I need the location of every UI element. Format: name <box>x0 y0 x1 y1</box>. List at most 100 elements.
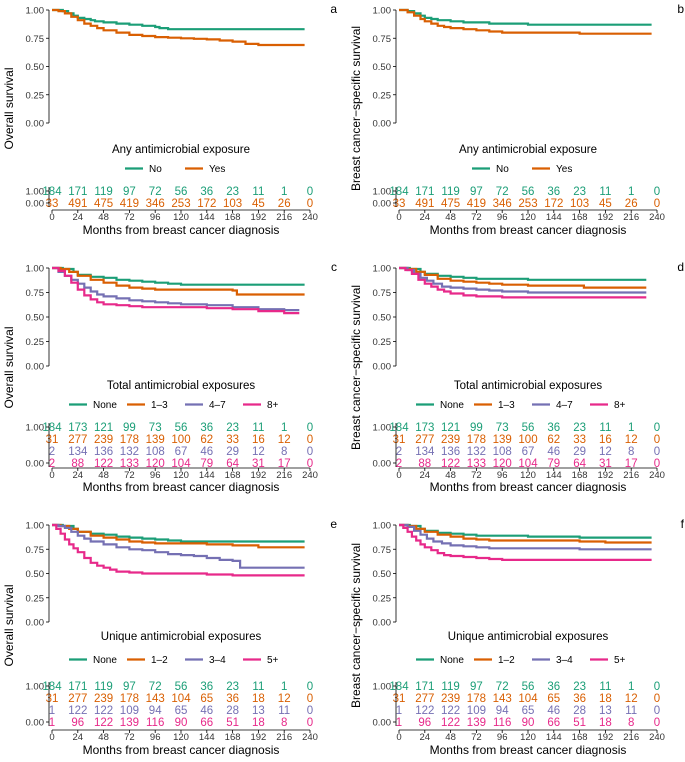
risk-count: 0 <box>654 458 660 470</box>
risk-count: 277 <box>68 693 87 705</box>
risk-count: 121 <box>441 422 460 434</box>
x-tick-label: 192 <box>250 732 266 743</box>
risk-count: 239 <box>94 434 113 446</box>
legend-title: Unique antimicrobial exposures <box>448 631 609 643</box>
risk-count: 29 <box>573 446 586 458</box>
x-tick-label: 144 <box>546 732 562 743</box>
risk-count: 36 <box>200 186 213 198</box>
y-tick-label: 0.50 <box>26 569 45 580</box>
legend-label: 1–2 <box>498 655 515 666</box>
risk-count: 173 <box>68 422 87 434</box>
x-tick-label: 48 <box>98 212 109 223</box>
y-tick-label: 0.00 <box>26 119 45 130</box>
risk-count: 104 <box>518 693 538 705</box>
x-axis-title: Months from breast cancer diagnosis <box>430 743 627 757</box>
risk-count: 2 <box>396 446 402 458</box>
risk-count: 134 <box>415 446 435 458</box>
risk-count: 8 <box>628 446 634 458</box>
risk-count: 56 <box>522 186 535 198</box>
risk-count: 45 <box>599 198 612 210</box>
legend-title: Total antimicrobial exposures <box>107 380 256 392</box>
risk-count: 491 <box>415 198 434 210</box>
y-tick-label: 0.75 <box>26 34 45 45</box>
risk-count: 103 <box>223 198 242 210</box>
risk-count: 8 <box>628 717 634 729</box>
x-tick-label: 168 <box>572 732 588 743</box>
legend-title: Any antimicrobial exposure <box>459 144 597 156</box>
y-tick-label: 1.00 <box>26 264 45 275</box>
x-tick-label: 72 <box>124 470 135 481</box>
risk-count: 11 <box>252 422 264 434</box>
y-tick-label: 0.00 <box>373 362 392 373</box>
risk-count: 475 <box>441 198 460 210</box>
risk-count: 184 <box>389 681 409 693</box>
risk-count: 12 <box>252 446 265 458</box>
risk-tick-label: 0.00 <box>373 718 392 729</box>
risk-count: 56 <box>522 681 535 693</box>
legend-label: No <box>149 164 162 175</box>
x-tick-label: 120 <box>173 732 189 743</box>
km-curve-5+ <box>399 523 652 561</box>
x-tick-label: 96 <box>150 470 161 481</box>
risk-count: 1 <box>281 681 287 693</box>
risk-count: 0 <box>307 705 313 717</box>
y-tick-label: 0.50 <box>26 62 45 73</box>
risk-count: 1 <box>396 717 402 729</box>
x-tick-label: 0 <box>49 470 54 481</box>
risk-count: 28 <box>573 705 586 717</box>
risk-tick-label: 1.00 <box>373 187 392 198</box>
risk-count: 120 <box>493 458 512 470</box>
x-tick-label: 24 <box>73 470 84 481</box>
risk-count: 67 <box>175 446 188 458</box>
risk-count: 184 <box>389 422 409 434</box>
risk-count: 72 <box>496 681 509 693</box>
risk-count: 46 <box>200 446 213 458</box>
risk-count: 36 <box>547 186 560 198</box>
risk-count: 1 <box>281 186 287 198</box>
legend-label: 5+ <box>614 655 626 666</box>
risk-count: 122 <box>441 458 460 470</box>
risk-count: 121 <box>94 422 113 434</box>
risk-count: 65 <box>547 693 560 705</box>
y-tick-label: 0.25 <box>373 337 392 348</box>
risk-count: 11 <box>599 422 611 434</box>
risk-count: 2 <box>396 458 402 470</box>
x-tick-label: 240 <box>302 470 318 481</box>
km-curve-8+ <box>399 266 647 299</box>
x-tick-label: 96 <box>150 212 161 223</box>
risk-count: 12 <box>278 434 291 446</box>
risk-tick-label: 1.00 <box>373 682 392 693</box>
risk-count: 56 <box>522 422 535 434</box>
risk-count: 0 <box>654 681 660 693</box>
risk-count: 11 <box>625 705 637 717</box>
x-tick-label: 216 <box>276 212 292 223</box>
risk-count: 12 <box>625 434 638 446</box>
risk-count: 73 <box>149 422 162 434</box>
risk-count: 46 <box>547 446 560 458</box>
risk-tick-label: 1.00 <box>26 423 45 434</box>
x-tick-label: 144 <box>199 732 215 743</box>
risk-count: 0 <box>654 422 660 434</box>
risk-count: 0 <box>307 693 313 705</box>
risk-tick-label: 1.00 <box>373 423 392 434</box>
risk-count: 136 <box>94 446 113 458</box>
y-tick-label: 0.00 <box>373 618 392 629</box>
risk-count: 46 <box>200 705 213 717</box>
risk-count: 72 <box>149 186 162 198</box>
risk-tick-label: 1.00 <box>26 187 45 198</box>
y-tick-label: 1.00 <box>26 6 45 17</box>
km-curve-yes <box>52 8 305 47</box>
risk-count: 18 <box>252 693 265 705</box>
risk-count: 97 <box>470 186 483 198</box>
risk-count: 0 <box>654 198 660 210</box>
legend-title: Any antimicrobial exposure <box>112 144 250 156</box>
risk-count: 173 <box>415 422 434 434</box>
risk-count: 346 <box>146 198 165 210</box>
y-tick-label: 0.25 <box>26 337 45 348</box>
x-tick-label: 120 <box>173 212 189 223</box>
x-tick-label: 144 <box>546 212 562 223</box>
legend-label: Yes <box>556 164 572 175</box>
y-tick-label: 0.25 <box>373 90 392 101</box>
y-tick-label: 0.75 <box>373 545 392 556</box>
risk-count: 108 <box>493 446 512 458</box>
